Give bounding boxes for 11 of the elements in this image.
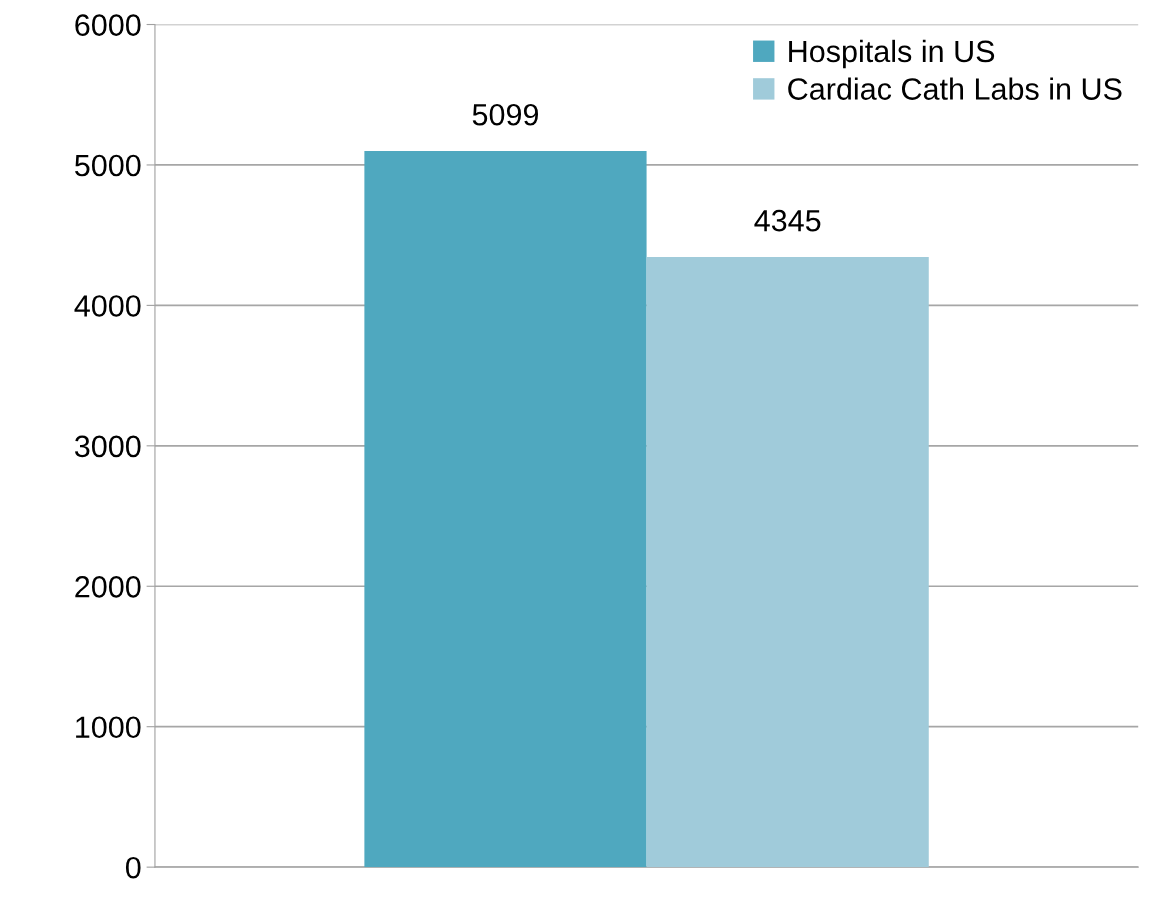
y-tick-label: 2000 [75,576,141,598]
data-label: 4345 [754,209,821,232]
y-tick-label: 1000 [76,716,141,739]
y-tick-label: 6000 [75,14,141,36]
y-tick-label: 0 [125,856,141,879]
legend-label: Cardiac Cath Labs in US [788,77,1122,100]
data-label: 5099 [472,103,539,126]
y-tick-label: 4000 [74,295,141,317]
legend-label: Hospitals in US [789,39,995,69]
y-tick-label: 3000 [74,435,141,458]
y-tick-label: 5000 [75,154,141,177]
